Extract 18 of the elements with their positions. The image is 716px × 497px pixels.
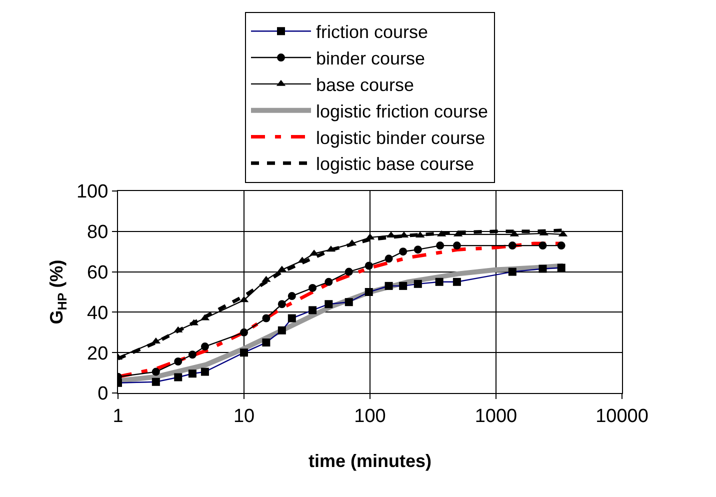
- legend-label: logistic binder course: [316, 128, 486, 148]
- legend-label: binder course: [316, 48, 426, 69]
- legend-label: logistic friction course: [316, 101, 488, 122]
- y-tick-label: 100: [76, 182, 108, 203]
- y-tick-label: 60: [87, 262, 108, 284]
- y-tick-label: 40: [87, 302, 108, 324]
- y-tick-label: 0: [98, 384, 108, 405]
- x-tick-label: 10000: [596, 406, 648, 427]
- legend-label: base course: [316, 74, 414, 95]
- x-tick-label: 100: [354, 406, 386, 427]
- legend-label: friction course: [316, 22, 428, 42]
- y-tick-label: 20: [87, 343, 108, 364]
- legend-label: logistic base course: [316, 154, 474, 174]
- x-tick-label: 10: [233, 406, 255, 427]
- y-tick-label: 80: [87, 222, 108, 244]
- x-tick-label: 1000: [474, 406, 518, 427]
- x-tick-label: 1: [112, 406, 124, 427]
- x-axis-title: time (minutes): [308, 450, 432, 471]
